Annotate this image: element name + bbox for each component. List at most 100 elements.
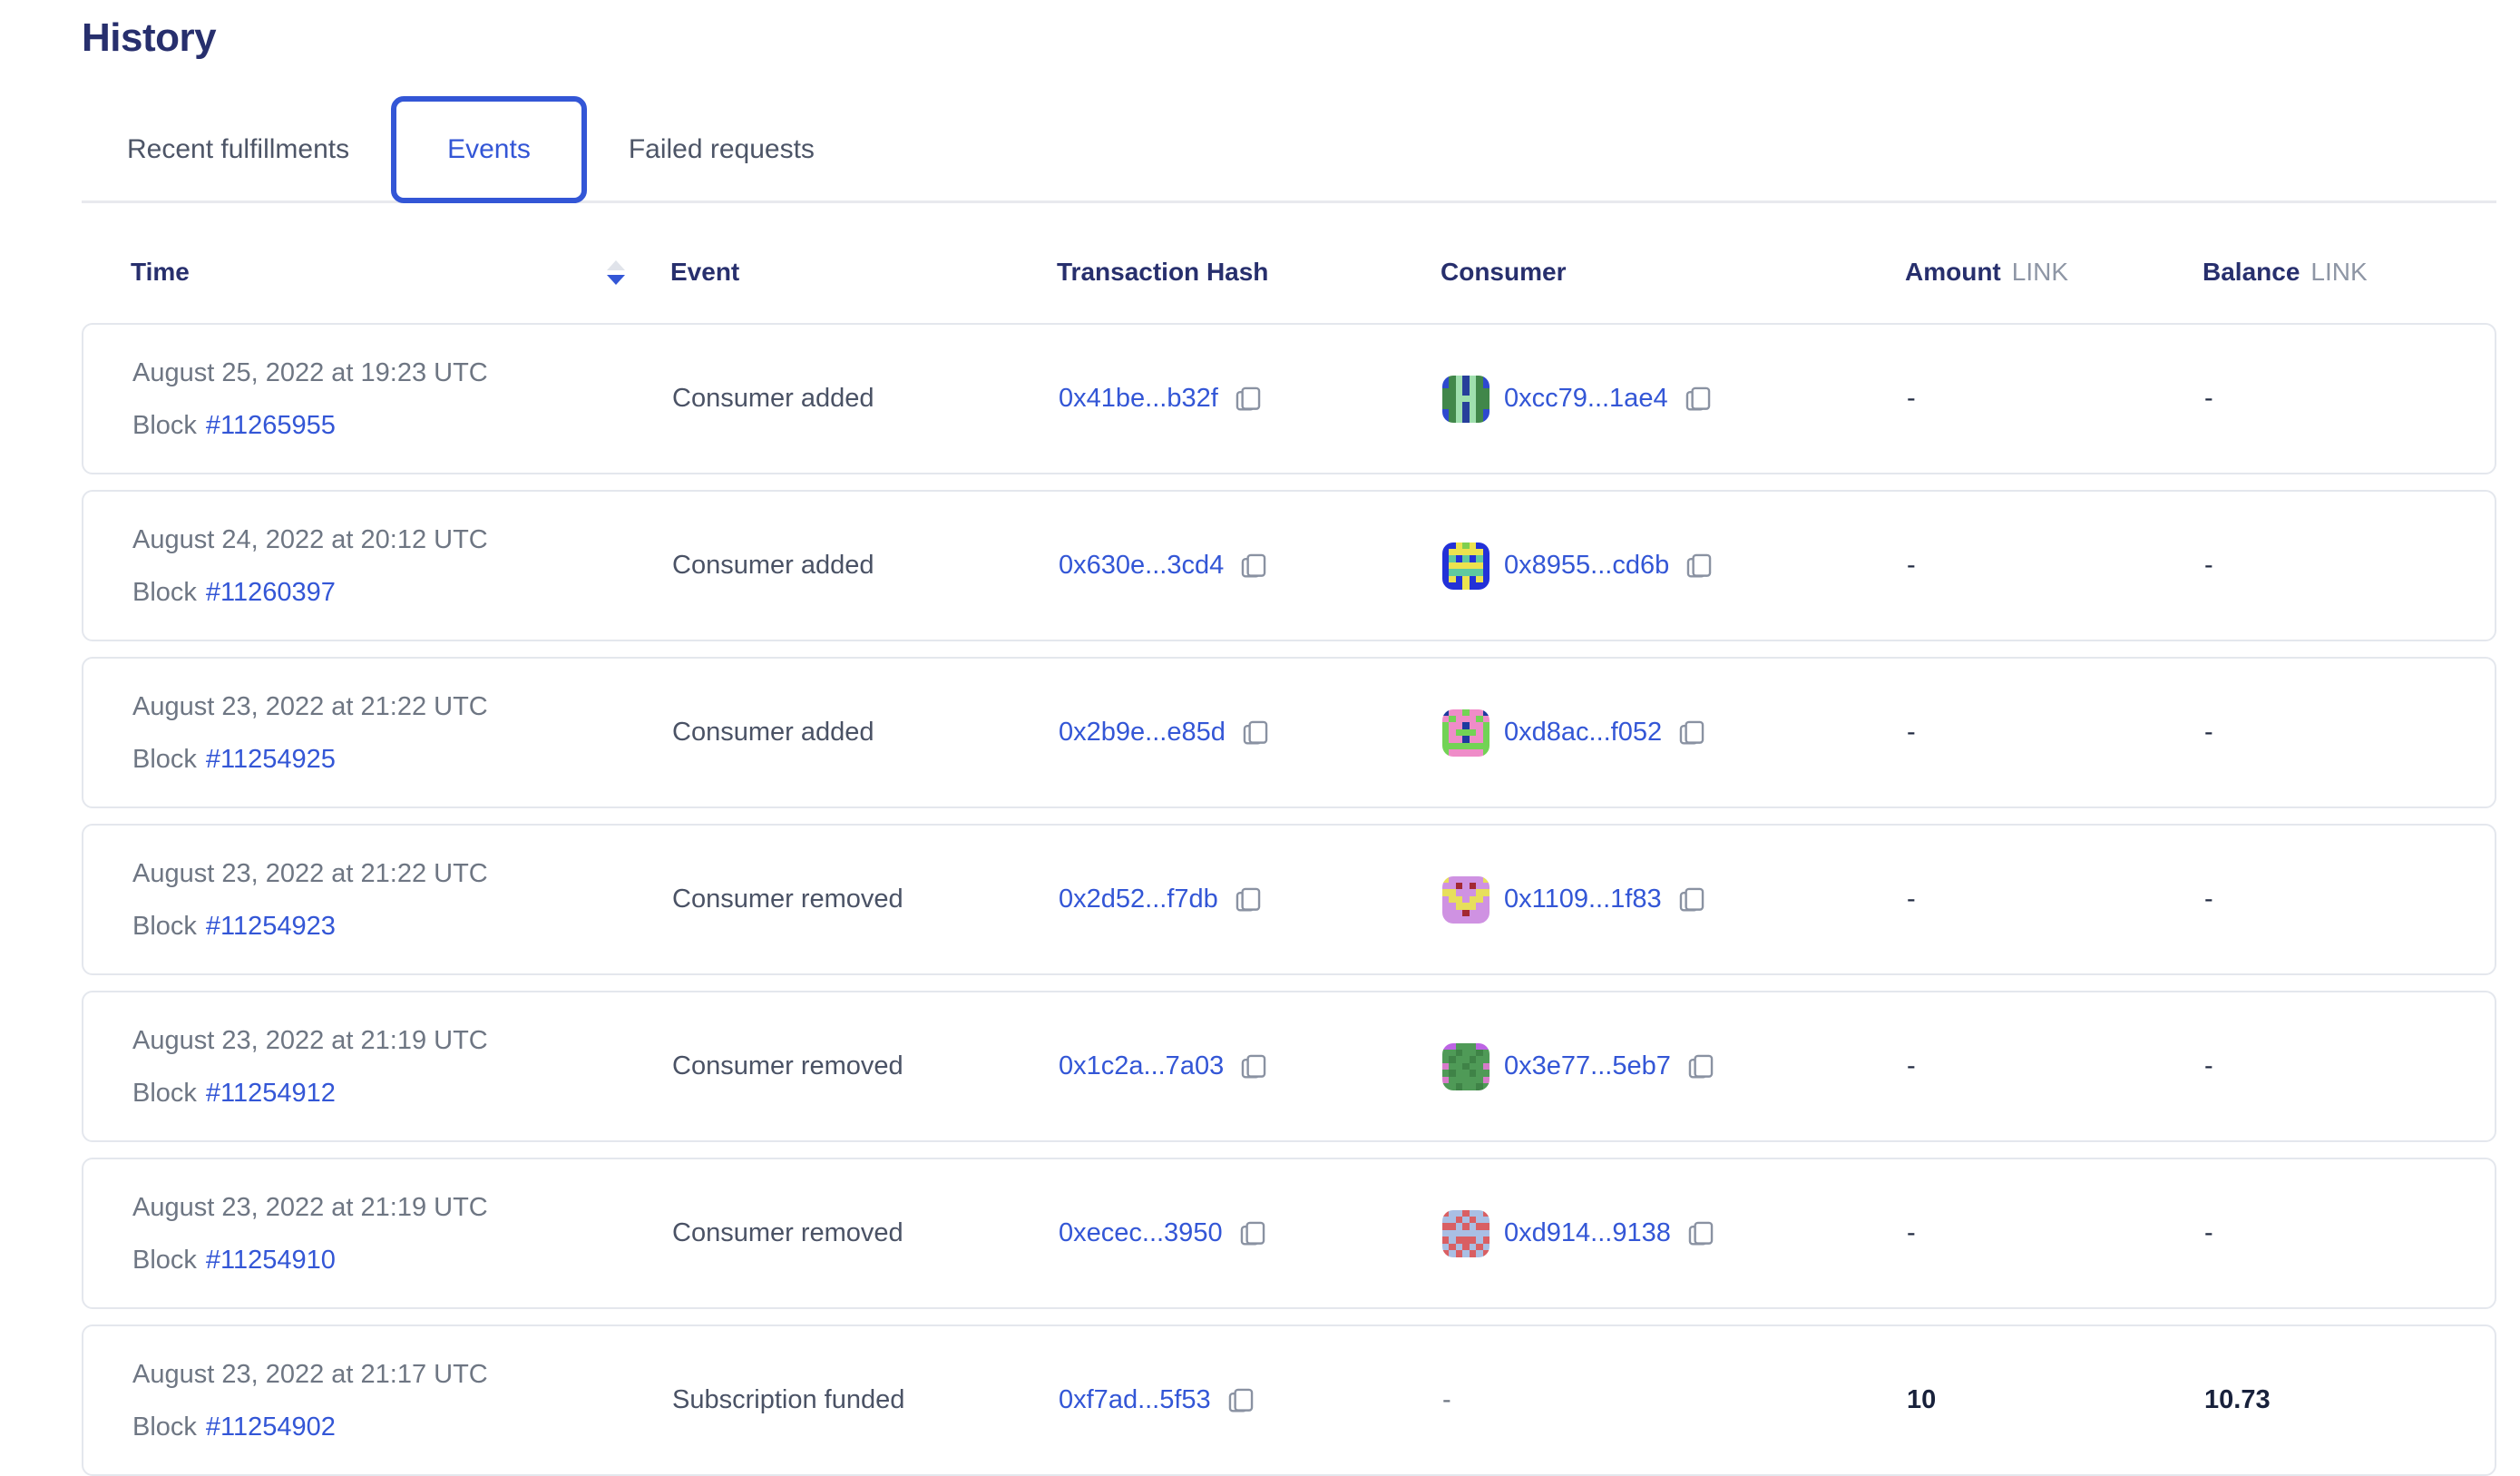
row-date: August 24, 2022 at 20:12 UTC xyxy=(132,524,488,554)
copy-icon[interactable] xyxy=(1676,718,1707,748)
column-header-tx-hash: Transaction Hash xyxy=(1057,258,1269,286)
row-balance: - xyxy=(2204,1051,2213,1080)
tx-hash-link[interactable]: 0xf7ad...5f53 xyxy=(1059,1385,1211,1414)
table-row: August 25, 2022 at 19:23 UTC Block #11265… xyxy=(82,323,2496,474)
consumer-avatar xyxy=(1442,709,1490,757)
table-header: Time Event Transaction Hash Consumer Amo… xyxy=(82,258,2496,287)
row-balance: - xyxy=(2204,718,2213,747)
tab-failed-requests[interactable]: Failed requests xyxy=(628,134,815,164)
row-amount: - xyxy=(1907,1218,1916,1247)
block-link[interactable]: #11254925 xyxy=(205,744,336,774)
time-cell: August 23, 2022 at 21:19 UTC Block #11254… xyxy=(132,1024,672,1109)
row-event: Subscription funded xyxy=(672,1385,905,1414)
copy-icon[interactable] xyxy=(1237,1218,1268,1249)
row-event: Consumer removed xyxy=(672,885,903,914)
row-event: Consumer removed xyxy=(672,1218,903,1247)
block-link[interactable]: #11254912 xyxy=(205,1078,336,1108)
copy-icon[interactable] xyxy=(1685,1218,1716,1249)
tx-hash-link[interactable]: 0x2d52...f7db xyxy=(1059,885,1218,914)
tab-bar: Recent fulfillments Events Failed reques… xyxy=(82,96,2496,203)
block-label: Block xyxy=(132,577,197,607)
copy-icon[interactable] xyxy=(1684,551,1714,582)
tx-hash-link[interactable]: 0x1c2a...7a03 xyxy=(1059,1051,1225,1080)
copy-icon[interactable] xyxy=(1233,885,1264,915)
tx-hash-cell: 0x41be...b32f xyxy=(1059,384,1442,415)
consumer-empty: - xyxy=(1442,1385,1451,1414)
row-balance: - xyxy=(2204,551,2213,580)
row-event: Consumer added xyxy=(672,384,874,413)
block-link[interactable]: #11260397 xyxy=(205,577,336,607)
row-date: August 23, 2022 at 21:19 UTC xyxy=(132,1192,488,1222)
consumer-link[interactable]: 0xd8ac...f052 xyxy=(1504,718,1663,747)
balance-unit-label: LINK xyxy=(2310,258,2368,286)
tab-recent-fulfillments[interactable]: Recent fulfillments xyxy=(127,134,350,164)
block-link[interactable]: #11254902 xyxy=(205,1412,336,1442)
consumer-link[interactable]: 0x3e77...5eb7 xyxy=(1504,1051,1671,1080)
copy-icon[interactable] xyxy=(1238,551,1269,582)
consumer-cell: 0xcc79...1ae4 xyxy=(1442,375,1907,423)
tx-hash-cell: 0x630e...3cd4 xyxy=(1059,551,1442,582)
consumer-cell: - xyxy=(1442,1385,1907,1415)
sort-arrows-icon[interactable] xyxy=(607,259,625,285)
row-date: August 23, 2022 at 21:19 UTC xyxy=(132,1025,488,1055)
column-header-time[interactable]: Time xyxy=(131,258,670,287)
consumer-avatar xyxy=(1442,1209,1490,1257)
tx-hash-cell: 0xecec...3950 xyxy=(1059,1218,1442,1249)
row-amount: 10 xyxy=(1907,1385,1937,1414)
row-amount: - xyxy=(1907,718,1916,747)
column-header-event: Event xyxy=(670,258,740,286)
block-label: Block xyxy=(132,744,197,774)
table-row: August 23, 2022 at 21:22 UTC Block #11254… xyxy=(82,824,2496,975)
row-balance: - xyxy=(2204,885,2213,914)
table-row: August 23, 2022 at 21:19 UTC Block #11254… xyxy=(82,991,2496,1142)
consumer-link[interactable]: 0x1109...1f83 xyxy=(1504,885,1662,914)
block-link[interactable]: #11254910 xyxy=(205,1245,336,1275)
block-label: Block xyxy=(132,911,197,941)
column-header-balance: Balance LINK xyxy=(2203,258,2368,286)
copy-icon[interactable] xyxy=(1226,1385,1256,1416)
block-link[interactable]: #11254923 xyxy=(205,911,336,941)
consumer-avatar xyxy=(1442,875,1490,924)
tx-hash-link[interactable]: 0x630e...3cd4 xyxy=(1059,551,1225,580)
row-date: August 23, 2022 at 21:22 UTC xyxy=(132,858,488,888)
tx-hash-cell: 0x2b9e...e85d xyxy=(1059,718,1442,748)
page-title: History xyxy=(82,15,217,60)
row-event: Consumer added xyxy=(672,718,874,747)
row-balance: - xyxy=(2204,1218,2213,1247)
table-row: August 23, 2022 at 21:17 UTC Block #11254… xyxy=(82,1324,2496,1476)
time-cell: August 23, 2022 at 21:22 UTC Block #11254… xyxy=(132,690,672,776)
tab-events[interactable]: Events xyxy=(391,96,587,203)
table-row: August 23, 2022 at 21:22 UTC Block #11254… xyxy=(82,657,2496,808)
row-amount: - xyxy=(1907,551,1916,580)
copy-icon[interactable] xyxy=(1240,718,1271,748)
row-amount: - xyxy=(1907,1051,1916,1080)
copy-icon[interactable] xyxy=(1685,1051,1716,1082)
row-amount: - xyxy=(1907,885,1916,914)
copy-icon[interactable] xyxy=(1683,384,1714,415)
column-header-amount: Amount LINK xyxy=(1905,258,2069,286)
block-link[interactable]: #11265955 xyxy=(205,410,336,440)
copy-icon[interactable] xyxy=(1676,885,1707,915)
row-balance: - xyxy=(2204,384,2213,413)
consumer-link[interactable]: 0xcc79...1ae4 xyxy=(1504,384,1668,413)
tx-hash-link[interactable]: 0x2b9e...e85d xyxy=(1059,718,1226,747)
consumer-cell: 0xd914...9138 xyxy=(1442,1209,1907,1257)
block-label: Block xyxy=(132,1078,197,1108)
consumer-cell: 0xd8ac...f052 xyxy=(1442,709,1907,757)
time-header-label: Time xyxy=(131,258,190,286)
tab-events-label: Events xyxy=(447,134,531,164)
table-row: August 24, 2022 at 20:12 UTC Block #11260… xyxy=(82,490,2496,641)
consumer-avatar xyxy=(1442,542,1490,590)
copy-icon[interactable] xyxy=(1238,1051,1269,1082)
consumer-link[interactable]: 0x8955...cd6b xyxy=(1504,551,1670,580)
copy-icon[interactable] xyxy=(1233,384,1264,415)
row-date: August 25, 2022 at 19:23 UTC xyxy=(132,357,488,387)
tx-hash-link[interactable]: 0x41be...b32f xyxy=(1059,384,1218,413)
consumer-avatar xyxy=(1442,1042,1490,1090)
row-event: Consumer removed xyxy=(672,1051,903,1080)
consumer-link[interactable]: 0xd914...9138 xyxy=(1504,1218,1671,1247)
consumer-avatar xyxy=(1442,375,1490,423)
tx-hash-link[interactable]: 0xecec...3950 xyxy=(1059,1218,1223,1247)
time-cell: August 23, 2022 at 21:19 UTC Block #11254… xyxy=(132,1191,672,1276)
consumer-cell: 0x8955...cd6b xyxy=(1442,542,1907,590)
